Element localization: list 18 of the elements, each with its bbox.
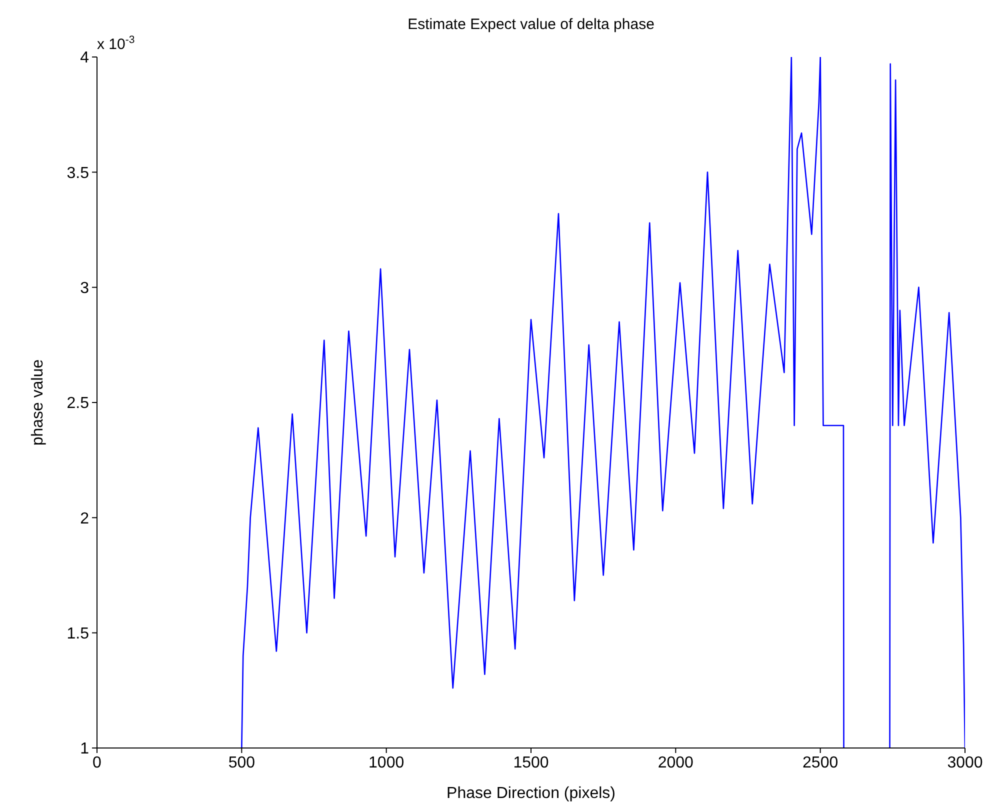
x-tick-label: 2500 (802, 754, 838, 772)
y-tick-label: 3.5 (66, 164, 90, 182)
y-tick-label: 3 (80, 280, 90, 298)
x-tick-label: 1000 (368, 754, 404, 772)
x-tick-label: 3000 (947, 754, 983, 772)
text: x 10$^{-3}$ (97, 34, 135, 53)
x-tick-label: 500 (228, 754, 256, 772)
y-tick-label: 4 (80, 50, 90, 67)
x-tick-label: 0 (92, 754, 102, 772)
x-axis-title: Phase Direction (pixels) (446, 785, 616, 802)
y-axis-title: phase value (30, 359, 47, 446)
y-tick-label: 2.5 (66, 395, 90, 412)
x-tick-label: 2000 (658, 754, 694, 772)
y-tick-label: 2 (80, 510, 90, 528)
chart-title: Estimate Expect value of delta phase (406, 16, 656, 33)
y-tick-label: 1.5 (66, 626, 90, 643)
y-tick-label: 1 (80, 740, 90, 758)
x-tick-label: 1500 (513, 754, 549, 772)
